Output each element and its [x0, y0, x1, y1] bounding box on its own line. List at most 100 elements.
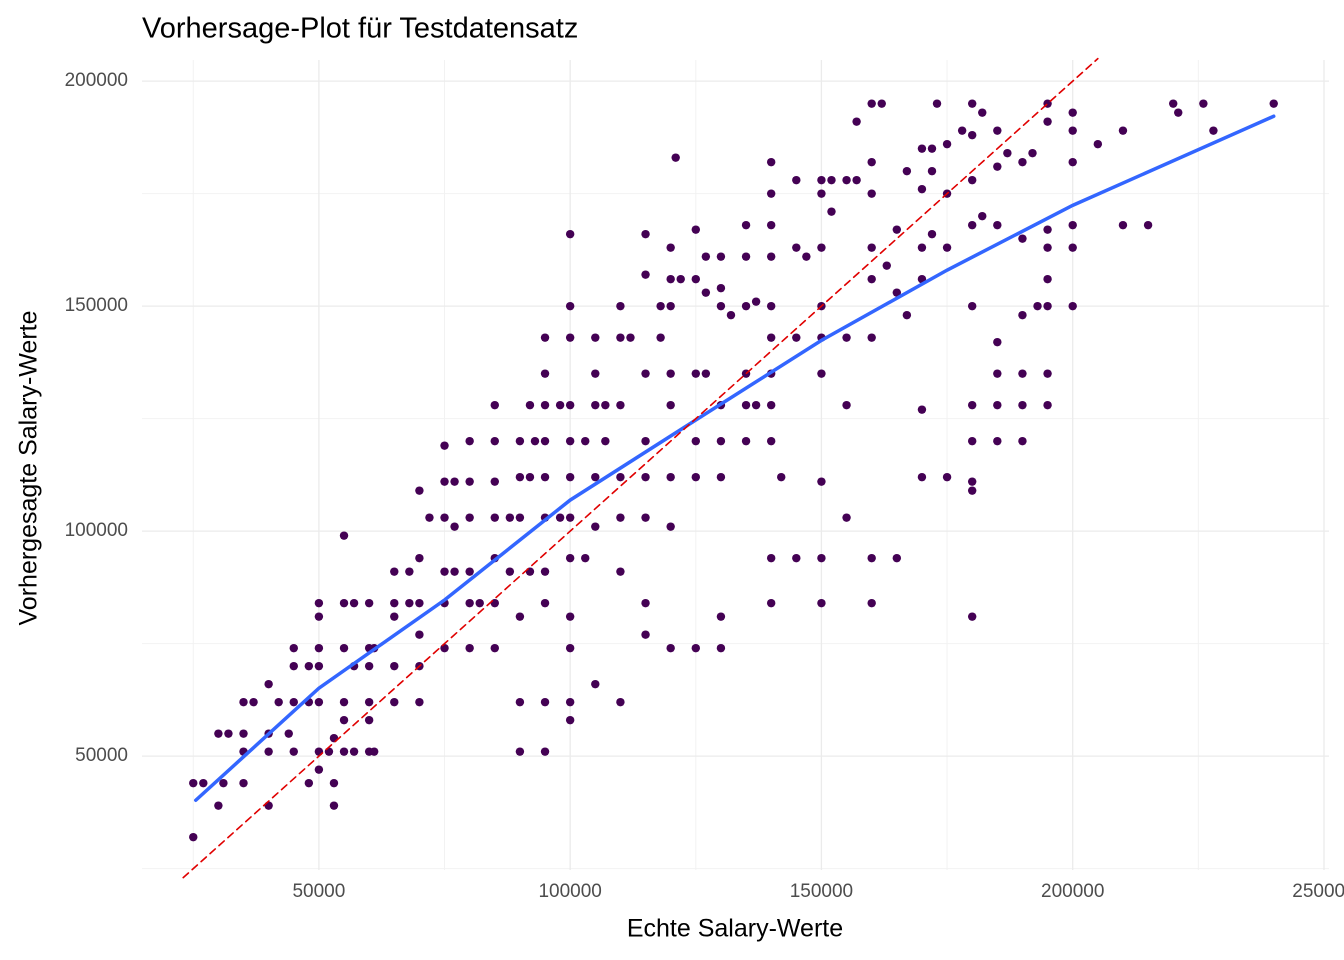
point	[1033, 301, 1042, 311]
point	[349, 598, 359, 608]
point	[867, 598, 876, 608]
point	[591, 369, 600, 378]
point	[555, 400, 565, 410]
point	[525, 472, 535, 482]
point	[264, 747, 273, 756]
point	[540, 472, 550, 482]
point	[490, 400, 499, 410]
point	[490, 643, 499, 653]
point	[716, 472, 726, 482]
point	[701, 369, 711, 378]
point	[339, 747, 349, 756]
point	[565, 472, 575, 482]
point	[701, 288, 711, 297]
point	[616, 301, 625, 311]
point	[842, 400, 851, 410]
point	[490, 513, 499, 522]
point	[817, 598, 826, 608]
point	[364, 715, 374, 725]
point	[1143, 220, 1153, 230]
point	[691, 472, 700, 482]
point	[716, 643, 726, 653]
point	[425, 513, 434, 522]
chart-title: Vorhersage-Plot für Testdatensatz	[142, 13, 578, 45]
point	[817, 477, 826, 486]
point	[465, 643, 474, 653]
point	[525, 400, 535, 410]
point	[339, 697, 349, 707]
point	[641, 436, 650, 446]
point	[289, 697, 298, 707]
point	[314, 643, 324, 653]
point	[792, 175, 801, 185]
point	[540, 369, 550, 378]
point	[339, 598, 349, 608]
point	[591, 522, 600, 531]
point	[867, 553, 876, 563]
point	[1093, 139, 1103, 149]
point	[1003, 148, 1012, 158]
point	[766, 553, 776, 563]
point	[490, 477, 499, 486]
point	[214, 729, 223, 738]
point	[465, 513, 474, 522]
point	[817, 553, 826, 563]
x-tick-label: 50000	[292, 881, 345, 902]
point	[927, 166, 937, 176]
point	[249, 697, 258, 707]
point	[505, 513, 515, 522]
point	[601, 400, 610, 410]
y-tick-label: 50000	[75, 745, 128, 766]
point	[1018, 436, 1027, 446]
point	[565, 513, 575, 522]
point	[565, 333, 575, 342]
point	[942, 472, 952, 482]
point	[766, 220, 776, 230]
point	[867, 189, 876, 198]
point	[264, 679, 273, 689]
point	[741, 220, 751, 230]
point	[1043, 117, 1052, 126]
point	[967, 436, 977, 446]
point	[1118, 220, 1128, 230]
point	[892, 288, 902, 297]
point	[415, 553, 424, 563]
point	[565, 715, 575, 725]
point	[274, 697, 283, 707]
point	[641, 229, 650, 239]
point	[450, 567, 459, 576]
point	[264, 801, 273, 810]
point	[993, 400, 1002, 410]
point	[917, 184, 927, 194]
point	[1018, 234, 1027, 243]
point	[289, 661, 298, 671]
point	[842, 175, 851, 185]
point	[741, 400, 751, 410]
point	[565, 436, 575, 446]
point	[540, 697, 550, 707]
point	[515, 436, 525, 446]
point	[390, 598, 399, 608]
point	[766, 252, 776, 261]
point	[766, 157, 776, 167]
point	[565, 643, 575, 653]
point	[892, 553, 902, 563]
point	[1043, 243, 1052, 252]
point	[792, 333, 801, 342]
point	[465, 436, 474, 446]
point	[1169, 99, 1178, 108]
point	[565, 229, 575, 239]
point	[415, 598, 424, 608]
point	[942, 139, 952, 149]
point	[716, 252, 726, 261]
point	[565, 697, 575, 707]
point	[792, 243, 801, 252]
point	[530, 436, 540, 446]
point	[766, 189, 776, 198]
point	[751, 400, 761, 410]
point	[189, 832, 198, 842]
point	[1018, 369, 1027, 378]
point	[329, 801, 339, 810]
point	[1043, 301, 1052, 311]
point	[817, 175, 826, 185]
